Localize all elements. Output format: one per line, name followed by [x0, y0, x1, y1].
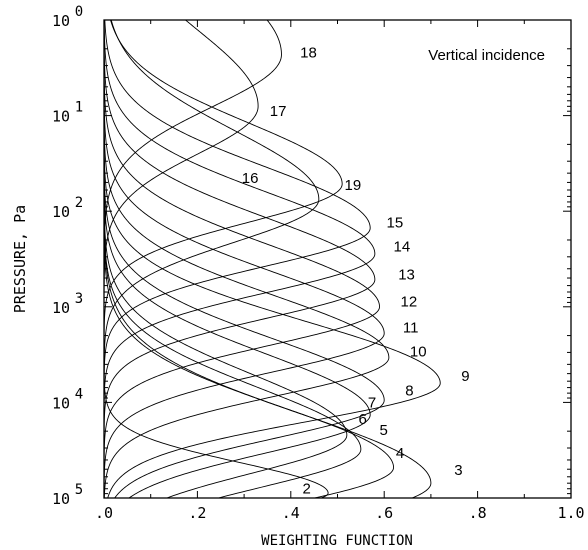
series-label-12: 12 — [401, 293, 418, 310]
series-label-9: 9 — [461, 368, 469, 385]
series-label-18: 18 — [300, 45, 317, 62]
series-label-6: 6 — [359, 411, 367, 428]
weighting-curve-11 — [103, 20, 385, 498]
series-label-7: 7 — [368, 394, 376, 411]
series-label-19: 19 — [345, 177, 362, 194]
series-label-15: 15 — [387, 215, 404, 232]
y-tick-label: 10 — [52, 12, 70, 30]
weighting-curve-12 — [103, 19, 380, 498]
series-label-3: 3 — [454, 462, 462, 479]
weighting-curve-5 — [103, 20, 362, 499]
y-tick-label: 10 — [52, 203, 70, 221]
series-label-2: 2 — [302, 481, 310, 498]
series-label-13: 13 — [398, 267, 415, 284]
y-axis-label: PRESSURE, Pa — [11, 205, 29, 313]
series-label-10: 10 — [410, 344, 427, 361]
y-tick-exponent: 4 — [75, 386, 83, 402]
y-tick-label: 10 — [52, 108, 70, 126]
x-tick-label: .6 — [375, 504, 393, 522]
series-label-16: 16 — [242, 170, 259, 187]
x-tick-label: 1.0 — [557, 504, 584, 522]
y-tick-exponent: 1 — [75, 100, 83, 116]
y-axis: 10 0 10 1 10 2 10 3 10 4 10 5 — [52, 4, 571, 508]
y-tick-exponent: 5 — [75, 482, 83, 498]
series-label-8: 8 — [405, 382, 413, 399]
y-tick-label: 10 — [52, 394, 70, 412]
weighting-curve-16 — [103, 19, 320, 498]
weighting-curve-8 — [103, 20, 385, 499]
x-axis: .0 .2 .4 .6 .8 1.0 — [95, 20, 585, 522]
y-tick-exponent: 3 — [75, 291, 83, 307]
series-label-17: 17 — [270, 103, 287, 120]
weighting-curve-9 — [103, 20, 441, 499]
y-tick-exponent: 0 — [75, 4, 83, 20]
curves-layer — [103, 19, 441, 499]
chart-annotation: Vertical incidence — [428, 47, 545, 64]
y-tick-label: 10 — [52, 490, 70, 508]
x-axis-label: WEIGHTING FUNCTION — [261, 533, 413, 549]
weighting-curve-6 — [103, 20, 348, 499]
series-label-5: 5 — [380, 422, 388, 439]
x-tick-label: .8 — [469, 504, 487, 522]
series-label-14: 14 — [394, 239, 411, 256]
y-tick-label: 10 — [52, 299, 70, 317]
x-tick-label: .2 — [188, 504, 206, 522]
x-tick-label: .0 — [95, 504, 113, 522]
series-label-4: 4 — [396, 445, 404, 462]
y-tick-exponent: 2 — [75, 195, 83, 211]
series-label-11: 11 — [403, 320, 419, 337]
x-tick-label: .4 — [282, 504, 300, 522]
